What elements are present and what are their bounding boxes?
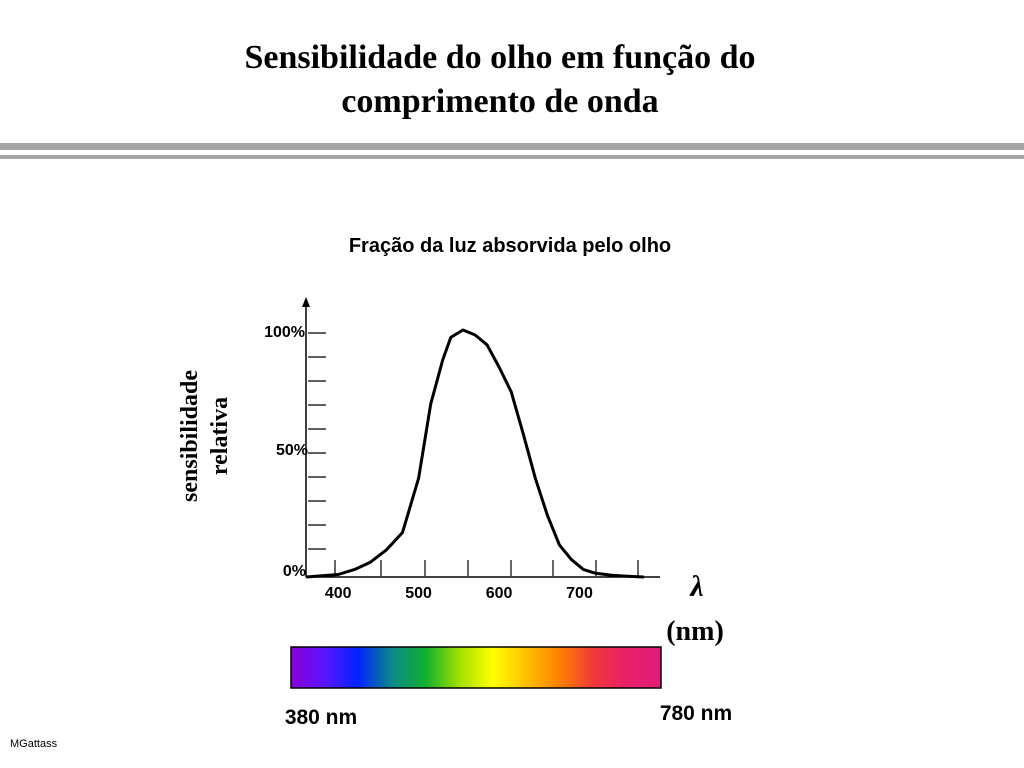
footer-author: MGattass bbox=[10, 738, 58, 750]
page-title-line-2: comprimento de onda bbox=[341, 83, 659, 120]
x-tick-label-600: 600 bbox=[486, 585, 513, 602]
x-tick-labels: 400 500 600 700 bbox=[325, 585, 593, 602]
x-tick-label-700: 700 bbox=[566, 585, 593, 602]
y-axis-label-line-1: sensibilidade bbox=[177, 370, 203, 502]
x-tick-label-400: 400 bbox=[325, 585, 352, 602]
spectrum-end-label: 780 nm bbox=[660, 702, 732, 725]
visible-spectrum-bar bbox=[290, 646, 662, 689]
y-tick-label-100: 100% bbox=[264, 324, 305, 341]
page-title-line-1: Sensibilidade do olho em função do bbox=[244, 39, 756, 76]
x-minor-ticks bbox=[334, 560, 639, 576]
y-tick-label-50: 50% bbox=[276, 442, 308, 459]
y-axis-label: sensibilidade relativa bbox=[177, 370, 233, 502]
title-divider-thick bbox=[0, 143, 1024, 150]
sensitivity-curve bbox=[305, 328, 644, 579]
chart-title: Fração da luz absorvida pelo olho bbox=[349, 235, 671, 257]
page-title: Sensibilidade do olho em função do compr… bbox=[0, 36, 1000, 124]
y-axis-label-line-2: relativa bbox=[207, 397, 233, 475]
x-tick-label-500: 500 bbox=[405, 585, 432, 602]
spectrum-start-label: 380 nm bbox=[285, 706, 357, 729]
x-axis-unit-label: (nm) bbox=[666, 616, 724, 647]
title-divider-thin bbox=[0, 155, 1024, 159]
y-minor-ticks bbox=[308, 332, 326, 550]
y-axis-arrow bbox=[302, 297, 310, 307]
x-axis-lambda-symbol: λ bbox=[688, 570, 703, 603]
y-tick-label-0: 0% bbox=[283, 563, 306, 580]
